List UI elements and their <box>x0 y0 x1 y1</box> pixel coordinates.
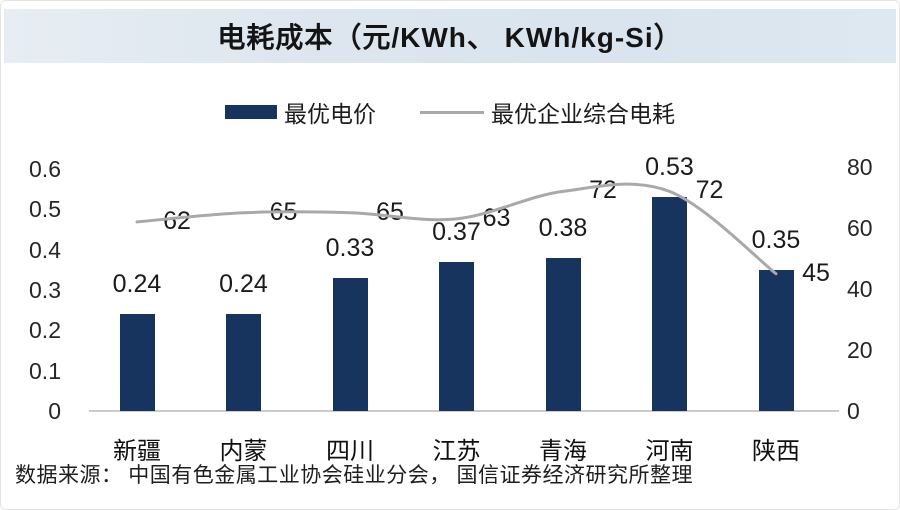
bar-四川 <box>332 277 368 411</box>
category-label: 四川 <box>326 439 374 465</box>
legend-item-line: 最优企业综合电耗 <box>420 95 675 129</box>
left-axis-tick: 0.5 <box>29 196 61 223</box>
left-axis-tick: 0.2 <box>29 317 61 344</box>
category-label: 青海 <box>539 439 587 465</box>
chart-title-band: 电耗成本（元/KWh、 KWh/kg-Si） <box>4 9 896 63</box>
line-value-label: 63 <box>482 203 511 232</box>
left-axis-tick: 0.1 <box>29 357 61 384</box>
category-label: 陕西 <box>752 439 800 465</box>
bar-江苏 <box>439 261 474 411</box>
bar-陕西 <box>758 269 794 411</box>
left-axis-tick: 0.3 <box>29 277 61 303</box>
bar-新疆 <box>119 314 155 411</box>
legend-line-label: 最优企业综合电耗 <box>491 102 675 127</box>
line-value-label: 72 <box>589 176 617 205</box>
bar-series-swatch-icon <box>225 105 277 119</box>
category-label: 新疆 <box>113 439 161 465</box>
category-label: 内蒙 <box>219 439 268 465</box>
bar-value-label: 0.35 <box>751 225 801 254</box>
bar-value-label: 0.33 <box>325 233 375 262</box>
bar-河南 <box>652 197 687 411</box>
bar-value-label: 0.53 <box>645 153 694 182</box>
line-value-label: 65 <box>269 197 298 226</box>
right-axis-tick: 80 <box>847 154 873 180</box>
category-label: 河南 <box>645 439 694 465</box>
bar-内蒙 <box>226 314 261 411</box>
legend-bar-label: 最优电价 <box>284 102 376 127</box>
x-axis-line <box>89 410 839 412</box>
right-axis-tick: 40 <box>847 276 873 302</box>
bar-value-label: 0.24 <box>112 270 162 299</box>
left-axis-tick: 0.4 <box>29 236 61 263</box>
line-value-label: 45 <box>802 258 830 287</box>
left-axis-tick: 0.6 <box>29 156 61 182</box>
bar-青海 <box>545 257 581 411</box>
category-label: 江苏 <box>432 439 481 465</box>
right-axis-tick: 60 <box>847 215 873 241</box>
bar-value-label: 0.24 <box>219 270 268 299</box>
chart-title: 电耗成本（元/KWh、 KWh/kg-Si） <box>217 22 683 53</box>
line-value-label: 62 <box>163 206 191 235</box>
legend-item-bar: 最优电价 <box>225 95 376 129</box>
line-value-label: 65 <box>376 197 404 226</box>
source-note: 数据来源： 中国有色金属工业协会硅业分会， 国信证券经济研究所整理 <box>15 463 693 487</box>
right-axis-tick: 0 <box>847 398 860 424</box>
line-series-swatch-icon <box>420 110 484 114</box>
left-axis-tick: 0 <box>48 398 61 424</box>
right-axis-tick: 20 <box>847 337 873 363</box>
legend: 最优电价 最优企业综合电耗 <box>1 95 899 129</box>
line-value-label: 72 <box>695 176 724 205</box>
